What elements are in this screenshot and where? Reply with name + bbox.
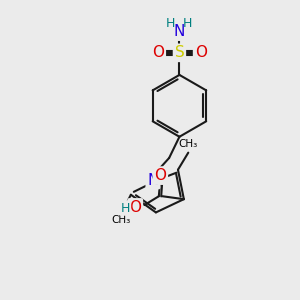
Text: H: H (165, 17, 175, 30)
Text: S: S (175, 45, 184, 60)
Text: H: H (121, 202, 130, 214)
Text: CH₃: CH₃ (179, 139, 198, 149)
Text: N: N (147, 172, 159, 188)
Text: CH₃: CH₃ (111, 215, 130, 225)
Text: H: H (183, 17, 192, 30)
Text: N: N (174, 24, 185, 39)
Text: O: O (152, 45, 164, 60)
Text: O: O (129, 200, 141, 215)
Text: O: O (195, 45, 207, 60)
Text: O: O (154, 168, 166, 183)
